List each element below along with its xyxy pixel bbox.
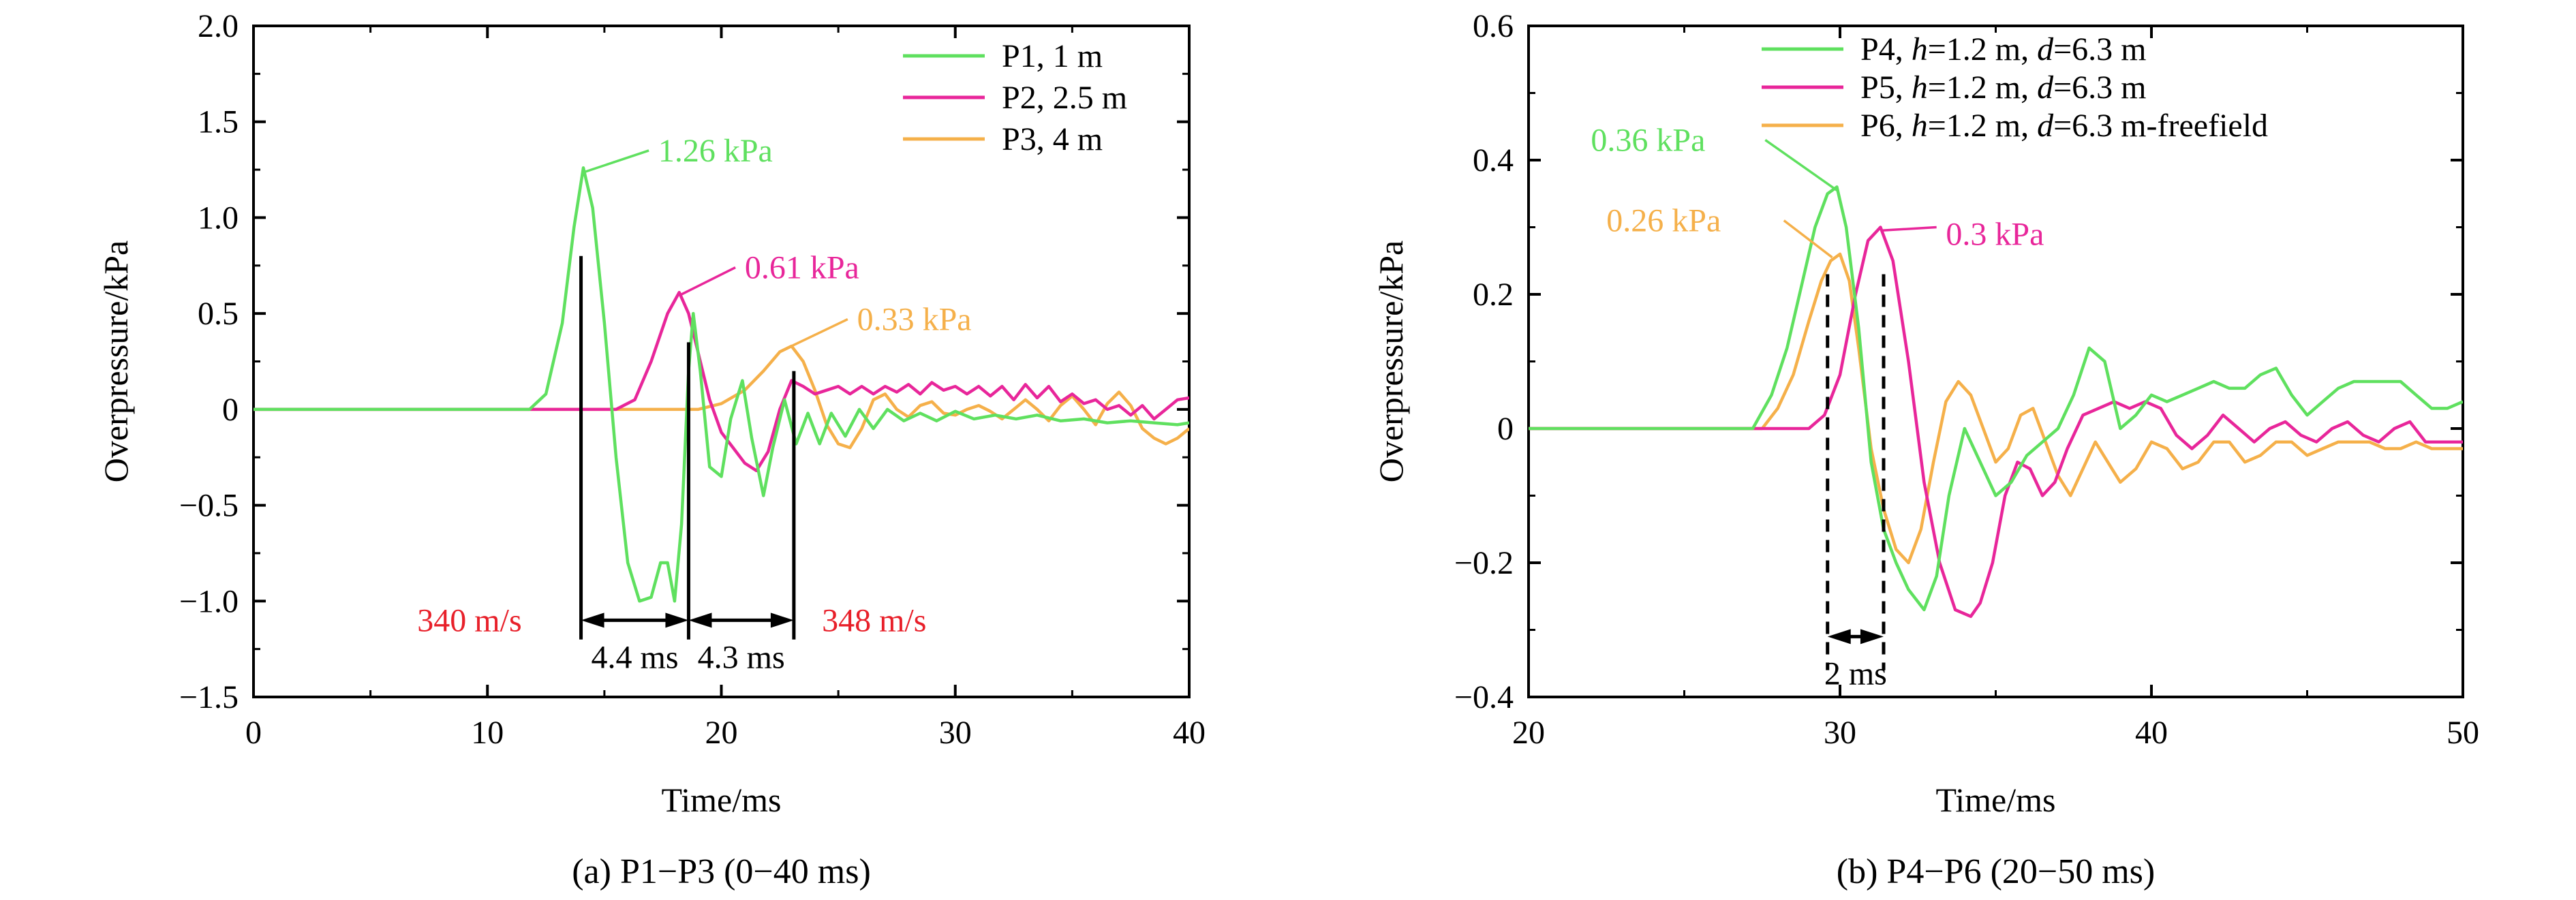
x-tick-label: 0 [245, 715, 262, 751]
peak-label: 0.61 kPa [745, 250, 859, 286]
series-line-3 [254, 344, 1189, 450]
peak-leader-line [1880, 226, 1937, 232]
series-line-3 [1529, 252, 2463, 565]
legend-label-part: =1.2 m, [1928, 69, 2037, 106]
y-tick-label: 0 [1497, 411, 1514, 447]
speed-label: 348 m/s [822, 602, 926, 638]
x-tick-label: 50 [2447, 715, 2479, 751]
legend-label-part: P6, [1860, 108, 1912, 144]
interval-label: 4.3 ms [698, 639, 785, 675]
legend-label-part: =6.3 m-freefield [2053, 108, 2268, 144]
y-tick-label: 0.5 [198, 296, 239, 332]
y-tick-label: 0.2 [1473, 277, 1514, 313]
legend-label-part: d [2037, 69, 2054, 106]
legend-label-part: =6.3 m [2053, 31, 2146, 67]
y-tick-label: −1.0 [179, 583, 239, 619]
y-tick-label: −1.5 [179, 679, 239, 715]
y-tick-label: −0.4 [1454, 679, 1514, 715]
y-tick-label: −0.5 [179, 488, 239, 524]
interval-arrowhead-left [581, 612, 604, 628]
x-tick-label: 40 [2135, 715, 2168, 751]
x-tick-label: 20 [1512, 715, 1545, 751]
peak-leader-line [1783, 219, 1833, 259]
series-line-1 [254, 166, 1189, 603]
legend-label-part: h [1912, 69, 1928, 106]
x-tick-label: 10 [471, 715, 504, 751]
interval-arrowhead-right [1860, 629, 1884, 645]
x-tick-label: 30 [1824, 715, 1856, 751]
y-tick-label: 0.6 [1473, 8, 1514, 44]
legend-label: P2, 2.5 m [1002, 80, 1127, 116]
x-tick-label: 20 [705, 715, 738, 751]
peak-leader-line [1764, 139, 1838, 191]
peak-label: 0.36 kPa [1591, 122, 1705, 158]
interval-label: 4.4 ms [591, 639, 678, 675]
peak-label: 1.26 kPa [658, 133, 773, 169]
peak-leader-line [585, 149, 649, 173]
x-axis-label: Time/ms [661, 781, 781, 819]
legend-label: P3, 4 m [1002, 121, 1103, 157]
interval-arrowhead-left [688, 612, 712, 628]
legend-label-part: d [2037, 108, 2054, 144]
legend-label: P1, 1 m [1002, 38, 1103, 74]
legend-label: P6, h=1.2 m, d=6.3 m-freefield [1860, 108, 2268, 144]
y-tick-label: 1.0 [198, 200, 239, 236]
chart-caption: (b) P4−P6 (20−50 ms) [1837, 852, 2155, 891]
legend-label-part: d [2037, 31, 2054, 67]
series-line-2 [254, 290, 1189, 473]
legend-label-part: h [1912, 31, 1928, 67]
peak-label: 0.3 kPa [1946, 216, 2044, 252]
legend-label-part: =1.2 m, [1928, 31, 2037, 67]
series-line-1 [1529, 185, 2463, 612]
chart-panel-a: 0 10 20 30 40 −1.5 −1.0 −0.5 0 0.5 1.0 1.5 2.0 Time/m… [97, 8, 1206, 891]
y-tick-label: 2.0 [198, 8, 239, 44]
y-tick-label: 0 [222, 392, 239, 428]
x-axis-label: Time/ms [1935, 781, 2055, 819]
legend-label: P5, h=1.2 m, d=6.3 m [1860, 69, 2147, 106]
interval-label: 2 ms [1824, 655, 1887, 692]
peak-label: 0.26 kPa [1606, 203, 1721, 239]
legend-label-part: =6.3 m [2053, 69, 2146, 106]
y-axis-label: Overpressure/kPa [97, 240, 135, 482]
peak-leader-line [681, 266, 736, 296]
interval-arrowhead-left [1827, 629, 1851, 645]
x-tick-label: 40 [1173, 715, 1206, 751]
chart-panel-b: 20 30 40 50 −0.4 −0.2 0 0.2 0.4 0.6 Time/ms Overpre… [1372, 8, 2479, 891]
peak-leader-line [791, 318, 848, 347]
peak-label: 0.33 kPa [857, 302, 972, 338]
legend-label-part: h [1912, 108, 1928, 144]
y-tick-label: −0.2 [1454, 545, 1514, 581]
speed-label: 340 m/s [417, 602, 521, 638]
series-line-2 [1529, 226, 2463, 619]
legend-label: P4, h=1.2 m, d=6.3 m [1860, 31, 2147, 67]
legend-label-part: =1.2 m, [1928, 108, 2037, 144]
y-tick-label: 0.4 [1473, 142, 1514, 179]
x-tick-label: 30 [939, 715, 972, 751]
y-tick-label: 1.5 [198, 104, 239, 140]
interval-arrowhead-right [665, 612, 689, 628]
chart-caption: (a) P1−P3 (0−40 ms) [572, 852, 871, 891]
y-axis-label: Overpressure/kPa [1372, 240, 1410, 482]
legend-label-part: P5, [1860, 69, 1912, 106]
interval-arrowhead-right [770, 612, 794, 628]
legend-label-part: P4, [1860, 31, 1912, 67]
